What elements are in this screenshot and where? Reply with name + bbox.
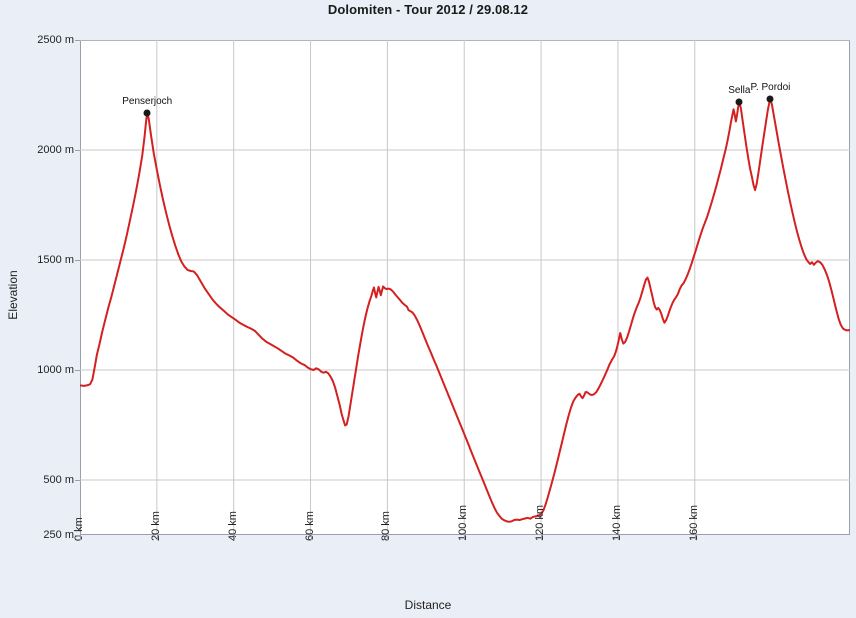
x-axis-title: Distance [404,598,452,612]
y-axis-tick-label: 2500 m [37,34,74,46]
y-axis-tick-label: 500 m [43,474,74,486]
chart-title: Dolomiten - Tour 2012 / 29.08.12 [327,2,529,17]
y-axis-tick-label: 250 m [43,529,74,541]
y-axis-tick-label: 2000 m [37,144,74,156]
y-axis-tick-label: 1500 m [37,254,74,266]
y-axis-title: Elevation [6,270,20,320]
y-axis-labels: 250 m 500 m 1000 m 1500 m 2000 m 2500 m [0,0,80,618]
x-axis-tick-mark [80,535,81,540]
x-axis-tick-label: 80 km [380,511,393,541]
x-axis-tick-mark [694,535,696,540]
x-axis-tick-label: 0 km [73,517,85,541]
y-axis-tick-mark [75,480,80,481]
grid-lines [80,40,850,535]
x-axis-tick-mark [464,535,466,540]
peak-label: P. Pordoi [750,82,791,94]
y-axis-tick-mark [75,260,80,261]
series-lines [80,98,850,523]
x-axis-tick-label: 160 km [687,504,700,541]
x-axis-tick-label: 60 km [303,511,316,541]
plot-area [80,40,850,535]
x-axis-tick-mark [156,535,158,540]
y-axis-tick-mark [75,40,80,41]
x-axis-tick-label: 40 km [226,511,239,541]
x-axis-tick-mark [617,535,619,540]
y-axis-tick-mark [75,535,80,536]
x-axis-tick-mark [233,535,235,540]
peak-label: Sella [728,85,751,97]
y-axis-tick-label: 1000 m [37,364,74,376]
y-axis-tick-mark [75,370,80,371]
y-axis-tick-mark [75,150,80,151]
peak-label: Penserjoch [122,95,173,107]
x-axis-tick-label: 20 km [149,511,162,541]
x-axis-tick-mark [541,535,543,540]
peak-marker-dot [735,98,743,106]
x-axis-tick-mark [310,535,312,540]
plot-canvas [80,40,850,535]
x-axis-tick-label: 120 km [534,504,547,541]
peak-marker-dot [766,95,774,103]
peak-marker-dot [143,109,151,117]
x-axis-tick-label: 140 km [610,504,623,541]
x-axis-tick-label: 100 km [457,504,470,541]
x-axis-tick-mark [387,535,389,540]
elevation-profile-line [80,98,850,523]
